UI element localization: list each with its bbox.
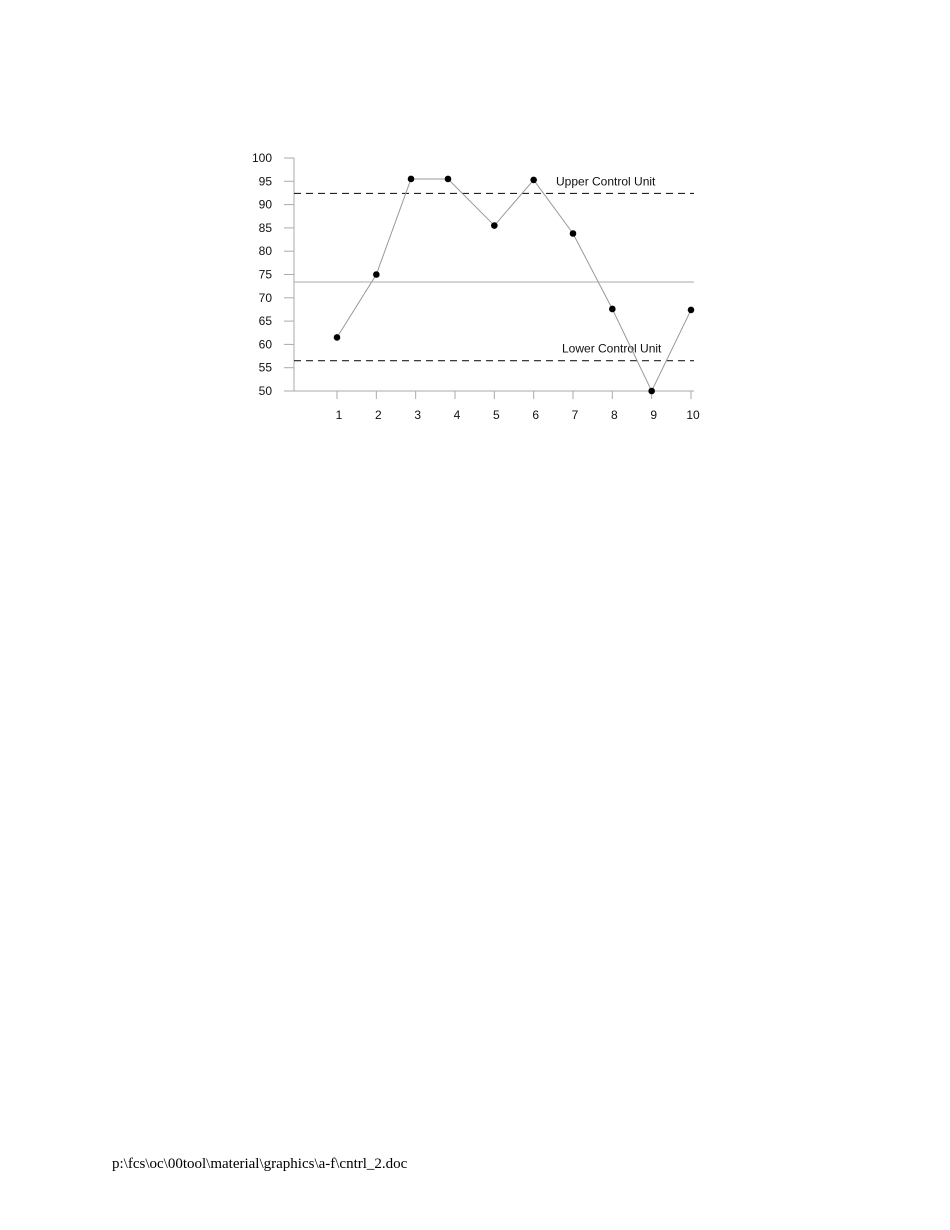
data-point [491, 222, 498, 229]
control-chart-svg: 100 95 90 85 80 75 70 65 60 55 50 1 2 3 4 5 6 7 8 9 10 Uppe… [252, 151, 700, 422]
data-point [333, 334, 341, 341]
x-tick-label: 8 [611, 408, 618, 422]
y-tick-label: 80 [259, 244, 273, 258]
x-tick-label: 10 [686, 408, 700, 422]
data-point [648, 387, 655, 395]
x-tick-label: 3 [414, 408, 421, 422]
data-point [530, 176, 537, 184]
x-tick-label: 7 [572, 408, 579, 422]
x-tick-label: 2 [375, 408, 382, 422]
data-point [373, 271, 380, 278]
data-point [407, 175, 415, 183]
control-chart: 100 95 90 85 80 75 70 65 60 55 50 1 2 3 4 5 6 7 8 9 10 Uppe… [0, 0, 950, 450]
x-tick-label: 1 [336, 408, 343, 422]
x-tick-label: 5 [493, 408, 500, 422]
control-lines: Upper Control Unit Lower Control Unit [294, 174, 694, 362]
y-tick-label: 75 [259, 268, 273, 282]
file-path-footer: p:\fcs\oc\00tool\material\graphics\a-f\c… [112, 1156, 408, 1172]
y-tick-label: 70 [259, 291, 273, 305]
data-point [687, 306, 695, 314]
y-tick-label: 100 [252, 151, 272, 165]
data-point [444, 175, 452, 183]
y-tick-label: 95 [259, 174, 273, 188]
y-tick-label: 85 [259, 221, 273, 235]
y-tick-label: 55 [259, 361, 273, 375]
x-ticks: 1 2 3 4 5 6 7 8 9 10 [336, 391, 700, 422]
y-ticks: 100 95 90 85 80 75 70 65 60 55 50 [252, 151, 294, 398]
y-tick-label: 90 [259, 198, 273, 212]
upper-control-label: Upper Control Unit [556, 174, 656, 188]
x-tick-label: 4 [454, 408, 461, 422]
y-tick-label: 50 [259, 384, 273, 398]
x-tick-label: 6 [532, 408, 539, 422]
lower-control-label: Lower Control Unit [562, 342, 662, 356]
x-tick-label: 9 [650, 408, 657, 422]
data-point [569, 230, 577, 237]
series-line [336, 178, 692, 393]
data-series [333, 175, 695, 395]
data-point [609, 305, 616, 313]
y-tick-label: 65 [259, 314, 273, 328]
y-tick-label: 60 [259, 337, 273, 351]
